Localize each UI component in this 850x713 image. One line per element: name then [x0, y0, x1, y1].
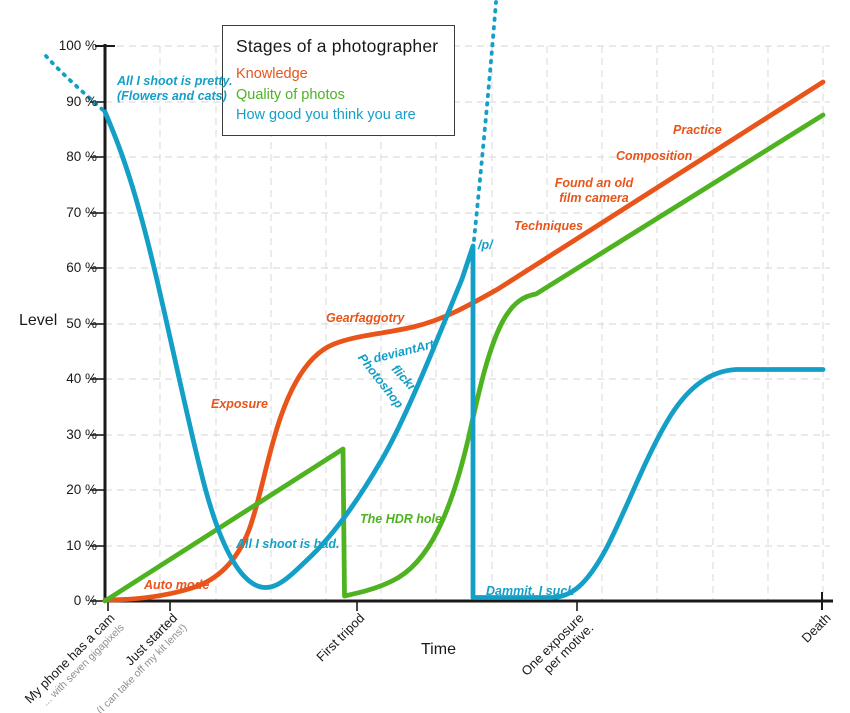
y-axis-title: Level: [19, 312, 58, 329]
annotation-all-shoot-pretty-line1: All I shoot is pretty.: [117, 74, 233, 88]
y-tick-60: 60 %: [66, 260, 97, 275]
y-tick-40: 40 %: [66, 371, 97, 386]
y-tick-80: 80 %: [66, 149, 97, 164]
x-axis-title: Time: [421, 641, 456, 658]
y-tick-100: 100 %: [58, 38, 97, 53]
annotation-film-camera: Found an old film camera: [546, 176, 642, 206]
annotation-film-camera-line2: film camera: [559, 191, 629, 205]
annotation-all-shoot-bad: All I shoot is bad.: [236, 537, 340, 551]
legend-item-quality: Quality of photos: [236, 86, 345, 103]
y-tick-0: 0 %: [73, 593, 97, 608]
y-tick-30: 30 %: [66, 427, 97, 442]
axes: [90, 44, 833, 611]
confidence-dotted-intro: [44, 54, 106, 113]
annotation-techniques: Techniques: [514, 219, 583, 233]
legend-box: Stages of a photographer Knowledge Quali…: [222, 25, 455, 136]
y-tick-10: 10 %: [66, 538, 97, 553]
annotation-dammit-i-suck: Dammit, I suck: [486, 584, 575, 598]
knowledge-curve: [102, 79, 826, 603]
y-tick-90: 90 %: [66, 94, 97, 109]
annotation-all-shoot-pretty-line2: (Flowers and cats): [117, 89, 227, 103]
x-tick-marks: [107, 602, 578, 611]
legend-item-confidence: How good you think you are: [236, 107, 416, 123]
gridlines: [105, 45, 830, 601]
confidence-dotted-peak: [472, 0, 498, 242]
annotation-practice: Practice: [673, 123, 722, 137]
confidence-curve: [102, 109, 826, 600]
chart-title: Stages of a photographer: [236, 36, 439, 56]
annotation-film-camera-line1: Found an old: [554, 176, 634, 190]
annotation-exposure: Exposure: [211, 397, 268, 411]
y-tick-70: 70 %: [66, 205, 97, 220]
annotation-all-shoot-pretty: All I shoot is pretty. (Flowers and cats…: [117, 74, 233, 104]
annotation-hdr-hole: The HDR hole: [360, 512, 442, 526]
quality-curve: [102, 112, 826, 604]
annotation-p-board: /p/: [478, 238, 493, 252]
legend-item-knowledge: Knowledge: [236, 66, 308, 82]
y-tick-marks: [90, 101, 104, 602]
y-tick-50: 50 %: [66, 316, 97, 331]
y-tick-20: 20 %: [66, 482, 97, 497]
annotation-composition: Composition: [616, 149, 693, 163]
annotation-auto-mode: Auto mode: [144, 578, 210, 592]
annotation-gearfaggotry: Gearfaggotry: [326, 311, 405, 325]
